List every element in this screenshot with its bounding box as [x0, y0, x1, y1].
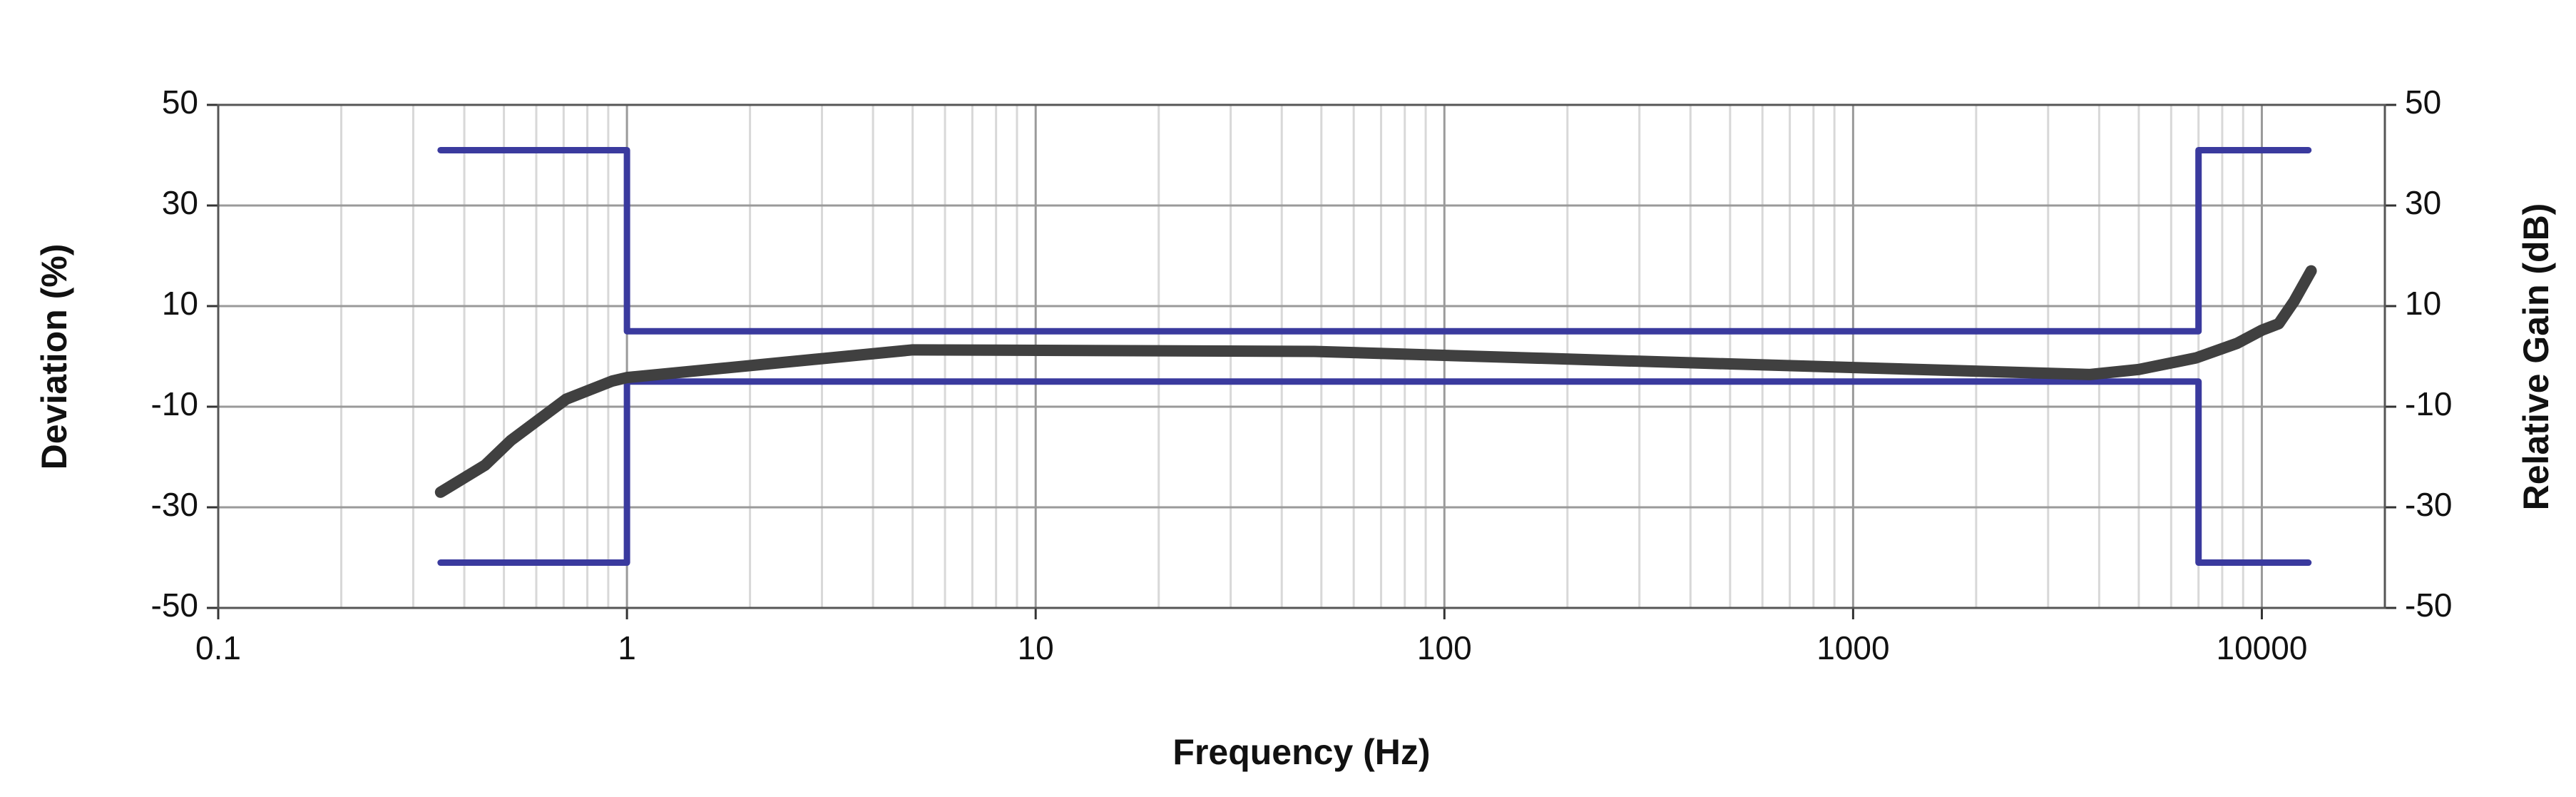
y-tick-label: -50	[151, 587, 198, 624]
x-tick-label: 10000	[2217, 629, 2308, 666]
y2-tick-label: -10	[2405, 385, 2452, 422]
plot-frame	[217, 103, 2386, 609]
y2-tick-label: 50	[2405, 83, 2441, 121]
line-series	[434, 265, 2317, 498]
x-axis-title: Frequency (Hz)	[1172, 732, 1430, 772]
x-tick-label: 0.1	[195, 629, 241, 666]
y-tick-label: 10	[162, 285, 198, 322]
y-tick-label: 30	[162, 184, 198, 221]
y2-tick-label: -30	[2405, 486, 2452, 523]
x-tick-label: 1000	[1816, 629, 1889, 666]
x-tick-label: 1	[618, 629, 636, 666]
y-tick-label: -10	[151, 385, 198, 422]
line-series	[437, 378, 2312, 567]
y2-axis-title: Relative Gain (dB)	[2516, 203, 2556, 511]
x-tick-label: 100	[1417, 629, 1472, 666]
y2-tick-label: 30	[2405, 184, 2441, 221]
y2-tick-label: 10	[2405, 285, 2441, 322]
y2-tick-label: -50	[2405, 587, 2452, 624]
line-series	[437, 146, 2312, 335]
x-tick-label: 10	[1018, 629, 1054, 666]
y-axis-title: Deviation (%)	[34, 244, 74, 470]
y-tick-label: 50	[162, 83, 198, 121]
y-tick-label: -30	[151, 486, 198, 523]
